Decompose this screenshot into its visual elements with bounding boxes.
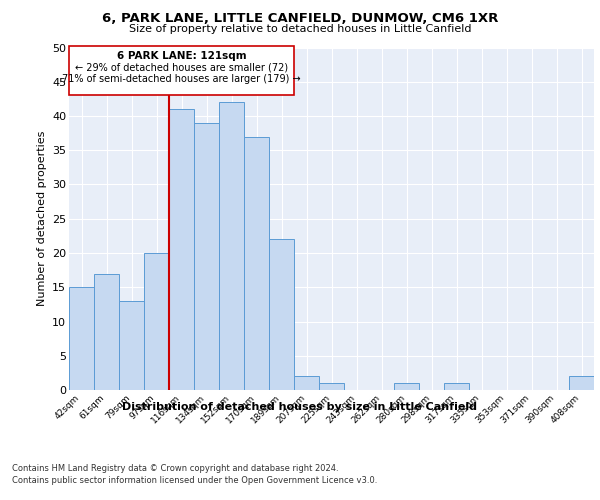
Bar (119, 301, 144, 390)
Bar (69, 287, 94, 390)
Bar (144, 253, 169, 390)
Bar (194, 123, 219, 390)
Text: 6, PARK LANE, LITTLE CANFIELD, DUNMOW, CM6 1XR: 6, PARK LANE, LITTLE CANFIELD, DUNMOW, C… (102, 12, 498, 26)
Text: ← 29% of detached houses are smaller (72): ← 29% of detached houses are smaller (72… (75, 62, 288, 72)
Bar (269, 240, 294, 390)
Text: Distribution of detached houses by size in Little Canfield: Distribution of detached houses by size … (122, 402, 478, 412)
Text: Contains HM Land Registry data © Crown copyright and database right 2024.: Contains HM Land Registry data © Crown c… (12, 464, 338, 473)
Bar (319, 383, 344, 390)
Bar (244, 136, 269, 390)
Bar (294, 376, 319, 390)
Text: Contains public sector information licensed under the Open Government Licence v3: Contains public sector information licen… (12, 476, 377, 485)
Text: 71% of semi-detached houses are larger (179) →: 71% of semi-detached houses are larger (… (62, 74, 301, 84)
Bar (394, 383, 419, 390)
FancyBboxPatch shape (69, 46, 294, 96)
Bar (169, 109, 194, 390)
Y-axis label: Number of detached properties: Number of detached properties (37, 131, 47, 306)
Bar (569, 376, 594, 390)
Bar (444, 383, 469, 390)
Text: 6 PARK LANE: 121sqm: 6 PARK LANE: 121sqm (116, 51, 247, 61)
Text: Size of property relative to detached houses in Little Canfield: Size of property relative to detached ho… (129, 24, 471, 34)
Bar (94, 274, 119, 390)
Bar (219, 102, 244, 390)
